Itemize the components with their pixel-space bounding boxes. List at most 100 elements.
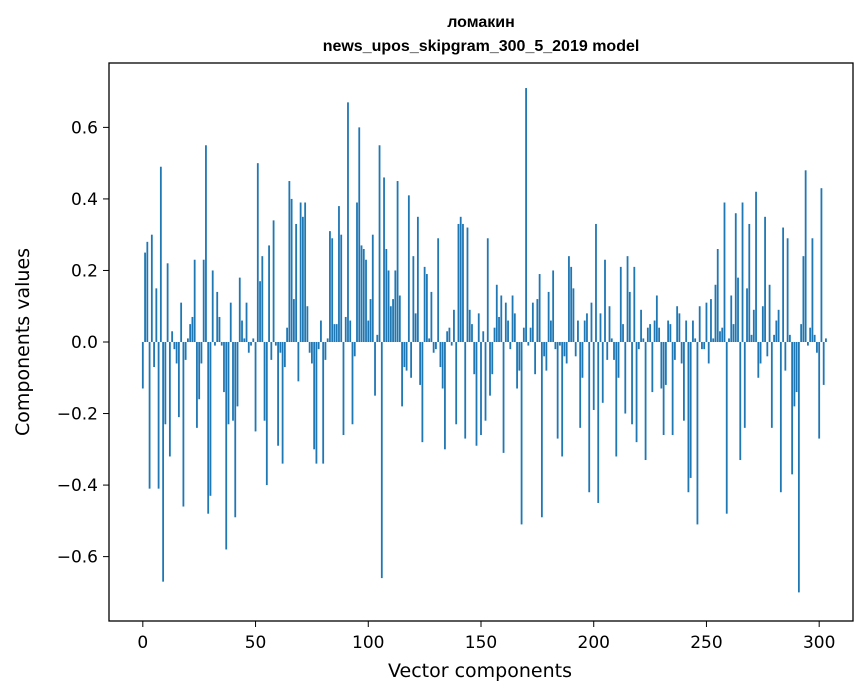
bar-286 bbox=[786, 238, 789, 342]
bar-82 bbox=[326, 338, 329, 342]
bar-224 bbox=[646, 327, 649, 342]
bar-130 bbox=[435, 342, 437, 350]
bar-191 bbox=[572, 288, 575, 342]
bar-200 bbox=[592, 342, 595, 410]
bar-274 bbox=[759, 342, 762, 364]
bar-39 bbox=[229, 302, 232, 342]
bar-23 bbox=[193, 259, 196, 342]
bar-54 bbox=[263, 342, 266, 421]
bar-45 bbox=[243, 338, 246, 342]
bar-175 bbox=[536, 299, 539, 342]
bar-270 bbox=[750, 334, 753, 342]
bar-83 bbox=[329, 231, 331, 342]
bar-156 bbox=[493, 327, 496, 342]
bar-269 bbox=[748, 223, 751, 342]
bar-223 bbox=[644, 342, 647, 461]
bar-293 bbox=[802, 256, 805, 342]
bar-266 bbox=[741, 202, 744, 342]
bar-105 bbox=[378, 145, 381, 342]
bar-60 bbox=[277, 342, 279, 446]
bar-243 bbox=[689, 342, 692, 478]
bar-148 bbox=[475, 342, 478, 446]
bar-217 bbox=[631, 342, 633, 425]
bar-302 bbox=[822, 342, 825, 385]
bar-280 bbox=[773, 334, 775, 342]
bar-155 bbox=[491, 342, 494, 375]
bar-107 bbox=[383, 177, 385, 342]
bar-278 bbox=[768, 284, 771, 342]
bar-145 bbox=[468, 309, 471, 342]
bar-195 bbox=[581, 342, 584, 378]
bar-216 bbox=[628, 291, 631, 342]
bar-57 bbox=[270, 342, 273, 360]
bar-282 bbox=[777, 309, 780, 342]
bar-112 bbox=[394, 270, 397, 342]
bar-284 bbox=[782, 227, 785, 342]
bar-58 bbox=[272, 220, 275, 342]
y-tick-label: −0.6 bbox=[57, 548, 98, 568]
bar-140 bbox=[457, 223, 460, 342]
bar-41 bbox=[234, 342, 237, 518]
bar-172 bbox=[529, 327, 532, 342]
x-tick-label: 300 bbox=[803, 633, 835, 653]
bar-249 bbox=[703, 342, 706, 350]
bar-228 bbox=[655, 295, 658, 342]
bar-101 bbox=[369, 299, 372, 342]
bar-6 bbox=[155, 288, 158, 342]
bar-91 bbox=[347, 102, 349, 342]
bar-139 bbox=[455, 342, 458, 425]
bar-136 bbox=[448, 327, 451, 342]
bar-185 bbox=[559, 342, 561, 346]
bar-49 bbox=[252, 338, 255, 342]
bar-298 bbox=[813, 334, 816, 342]
bar-162 bbox=[507, 320, 509, 342]
bar-48 bbox=[250, 342, 252, 346]
bar-253 bbox=[712, 338, 715, 342]
bar-35 bbox=[220, 342, 223, 346]
bar-40 bbox=[232, 342, 234, 421]
bar-69 bbox=[297, 342, 300, 382]
bar-115 bbox=[401, 342, 403, 407]
bar-63 bbox=[283, 342, 286, 368]
bar-288 bbox=[791, 342, 794, 475]
y-tick-label: 0.0 bbox=[71, 333, 98, 353]
bar-29 bbox=[207, 342, 210, 514]
y-tick-label: −0.4 bbox=[57, 476, 98, 496]
plot-frame bbox=[108, 62, 854, 622]
bar-154 bbox=[489, 342, 491, 396]
bar-180 bbox=[547, 291, 550, 342]
bar-109 bbox=[387, 270, 390, 342]
bar-226 bbox=[651, 342, 654, 393]
bar-247 bbox=[698, 306, 701, 342]
bar-297 bbox=[811, 238, 814, 342]
bar-127 bbox=[428, 338, 431, 342]
bar-268 bbox=[746, 288, 748, 342]
bar-51 bbox=[256, 163, 259, 342]
bar-296 bbox=[809, 327, 812, 342]
bar-97 bbox=[360, 245, 363, 342]
bar-292 bbox=[800, 324, 803, 342]
y-tick-label: 0.6 bbox=[71, 118, 98, 138]
bar-285 bbox=[784, 342, 787, 371]
bar-103 bbox=[374, 342, 376, 396]
bar-134 bbox=[444, 342, 446, 450]
bar-81 bbox=[324, 342, 327, 360]
bar-93 bbox=[351, 342, 354, 425]
bar-100 bbox=[367, 320, 370, 342]
bar-53 bbox=[261, 256, 264, 342]
bar-117 bbox=[405, 342, 408, 371]
bar-182 bbox=[552, 270, 555, 342]
bar-31 bbox=[211, 270, 214, 342]
bar-176 bbox=[538, 274, 541, 342]
bar-73 bbox=[306, 306, 309, 342]
bar-171 bbox=[527, 342, 530, 346]
x-tick-label: 200 bbox=[578, 633, 610, 653]
bar-301 bbox=[820, 188, 823, 342]
bar-76 bbox=[313, 342, 316, 450]
bar-133 bbox=[441, 342, 444, 389]
bar-189 bbox=[568, 256, 570, 342]
bar-21 bbox=[189, 324, 192, 342]
bar-157 bbox=[495, 284, 498, 342]
bar-66 bbox=[290, 198, 293, 342]
y-tick-label: −0.2 bbox=[57, 405, 98, 425]
